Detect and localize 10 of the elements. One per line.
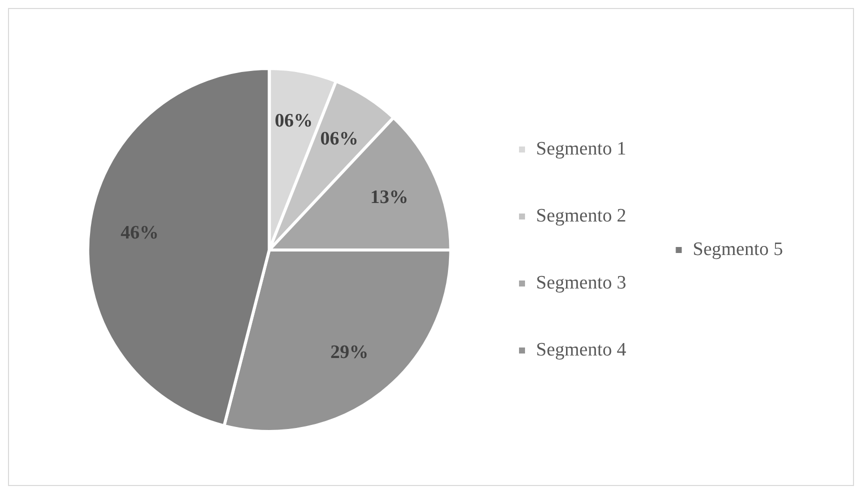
data-label: 13% xyxy=(370,187,408,208)
data-label: 06% xyxy=(274,110,313,132)
data-label: 06% xyxy=(320,128,358,150)
legend-label: Segmento 4 xyxy=(536,339,627,360)
legend-label: Segmento 3 xyxy=(536,272,626,294)
data-label: 29% xyxy=(330,342,368,364)
legend-label: Segmento 5 xyxy=(692,238,784,260)
data-label: 46% xyxy=(120,222,159,244)
legend-label: Segmento 1 xyxy=(536,138,626,160)
legend-label: Segmento 2 xyxy=(536,205,626,226)
